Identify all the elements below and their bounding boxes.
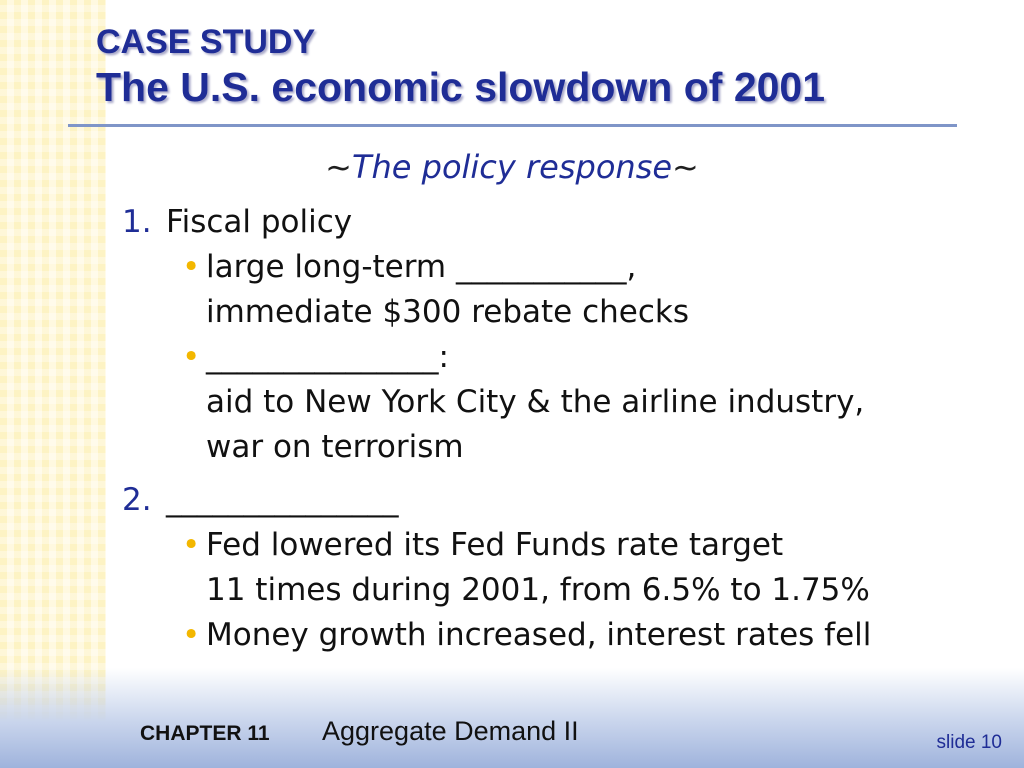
slide-title: The U.S. economic slowdown of 2001 [96,64,826,110]
decorative-stripe-panel [0,0,106,768]
bullet-item: • _______________: aid to New York City … [182,335,982,470]
item-number: 2. [122,482,152,518]
slide-number: slide 10 [936,732,1003,753]
bullet-item: • Fed lowered its Fed Funds rate target … [182,523,982,613]
slide-header: CASE STUDY The U.S. economic slowdown of… [96,22,825,110]
item-number: 1. [122,204,152,240]
bullet-dot-icon: • [182,249,201,285]
subtitle-text: The policy response [351,148,673,186]
subtitle-tilde-left: ~ [325,148,352,186]
bullet-list: • Fed lowered its Fed Funds rate target … [182,523,982,658]
bullet-dot-icon: • [182,617,201,653]
item-label: Fiscal policy [166,204,353,240]
chapter-label: CHAPTER 11 [140,722,270,745]
subtitle-tilde-right: ~ [672,148,699,186]
numbered-item-fiscal-policy: 1. Fiscal policy [122,200,982,245]
bullet-item: • large long-term ___________, immediate… [182,245,982,335]
chapter-title: Aggregate Demand II [322,716,579,746]
bullet-text: Fed lowered its Fed Funds rate target 11… [206,527,870,608]
bullet-dot-icon: • [182,527,201,563]
bullet-text: large long-term ___________, immediate $… [206,249,689,330]
bullet-text: Money growth increased, interest rates f… [206,617,872,653]
case-study-label: CASE STUDY [96,23,316,61]
slide-body: 1. Fiscal policy • large long-term _____… [122,200,982,658]
item-label: _______________ [166,482,399,518]
bullet-text: _______________: aid to New York City & … [206,339,865,465]
slide-subtitle: ~The policy response~ [0,148,1024,186]
footer-gradient-band [0,668,1024,768]
bullet-dot-icon: • [182,339,201,375]
bullet-item: • Money growth increased, interest rates… [182,613,982,658]
numbered-item-blank: 2. _______________ [122,478,982,523]
title-divider [68,124,957,127]
bullet-list: • large long-term ___________, immediate… [182,245,982,470]
